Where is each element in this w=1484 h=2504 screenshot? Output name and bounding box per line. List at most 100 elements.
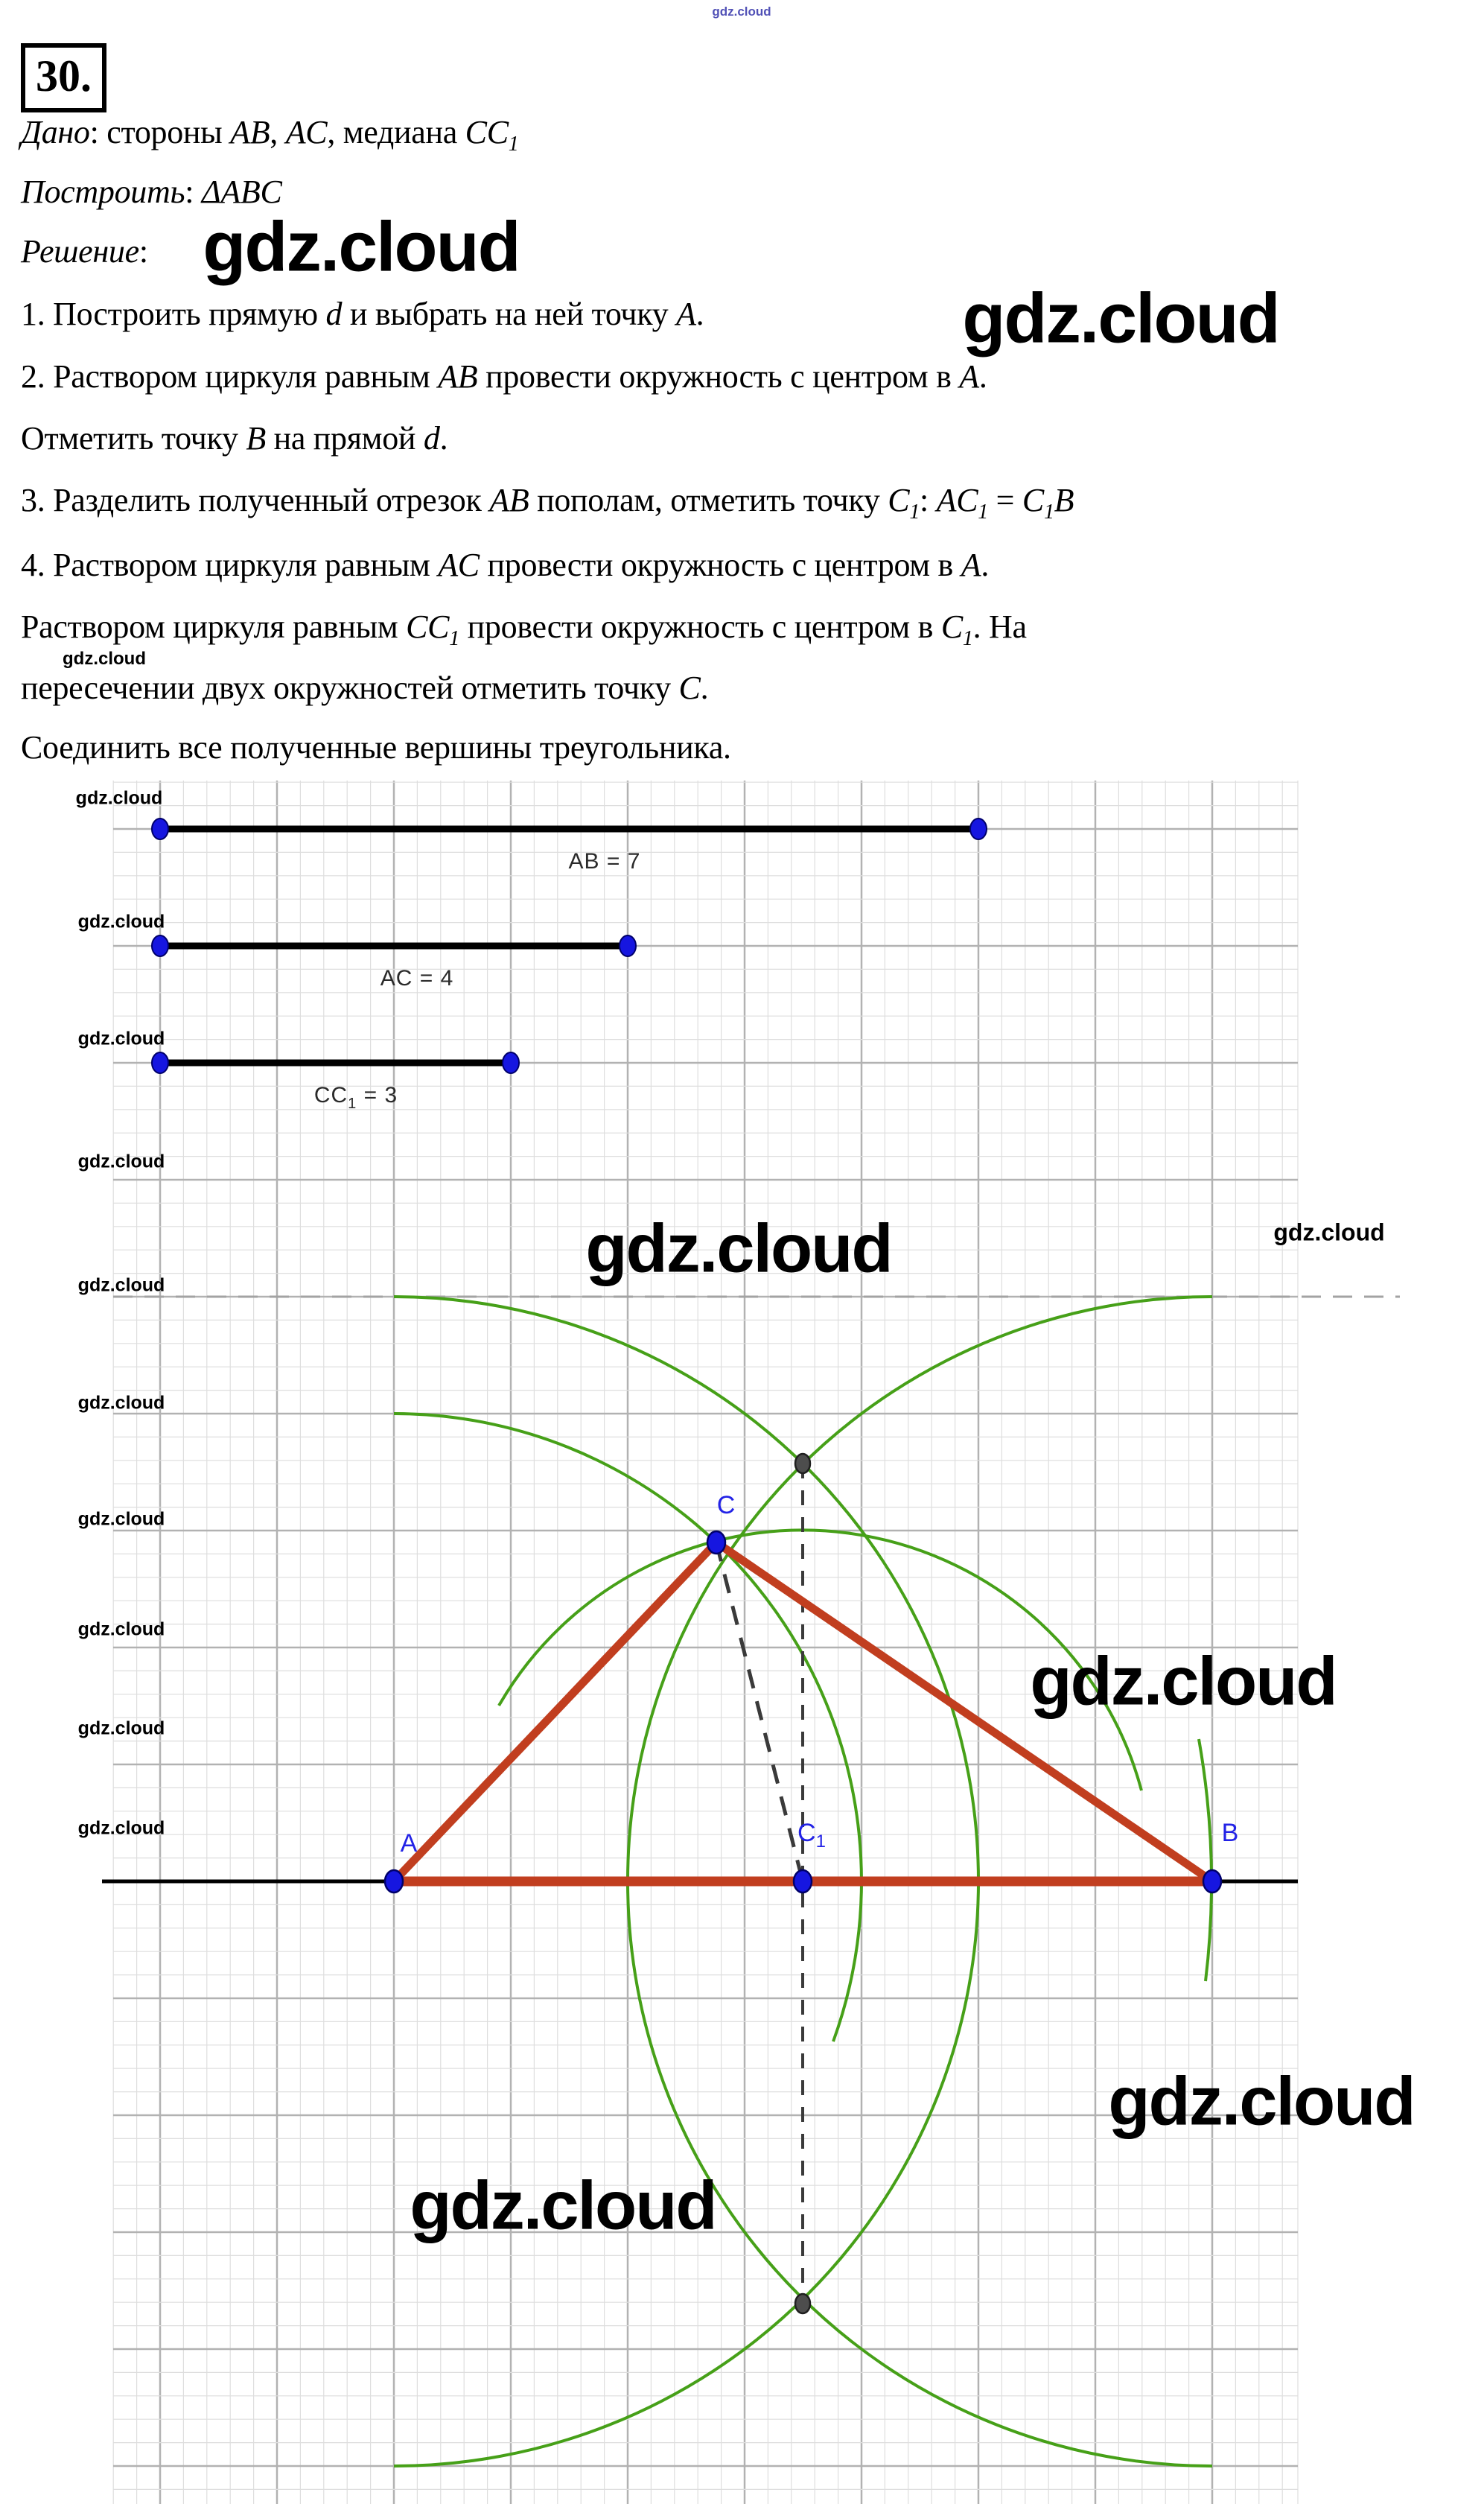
segment-endpoint-dot (502, 1052, 520, 1074)
text-segment: AB (438, 358, 478, 395)
point-label: C (717, 1491, 736, 1519)
segment-endpoint-dot (969, 818, 987, 840)
step-2: 2. Раствором циркуля равным AB провести … (21, 358, 987, 395)
solution-label-line: Решение: (21, 232, 148, 270)
text-segment: = (987, 482, 1022, 518)
text-segment: AC (285, 114, 328, 150)
text-segment: Отметить точку (21, 420, 246, 457)
text-segment: 1 (1043, 500, 1054, 524)
watermark-tiny: gdz.cloud (712, 4, 771, 19)
text-segment: AC (936, 482, 978, 518)
text-segment: 1. Построить прямую (21, 296, 326, 332)
text-segment: C (1022, 482, 1044, 518)
text-segment: A (959, 358, 979, 395)
problem-number-box: 30. (21, 43, 106, 112)
triangle-side (389, 1538, 721, 1886)
watermark-small: gdz.cloud (77, 1618, 165, 1640)
text-segment: : (138, 233, 148, 270)
text-segment: . (700, 670, 709, 706)
text-segment: d (325, 296, 343, 332)
text-segment: : стороны (89, 114, 231, 150)
text-segment: 1 (449, 626, 459, 650)
text-segment: : (920, 482, 937, 518)
watermark-small: gdz.cloud (77, 1392, 165, 1414)
watermark-small: gdz.cloud (77, 1508, 165, 1530)
step-3: 3. Разделить полученный отрезок AB попол… (21, 481, 1074, 522)
watermark-small: gdz.cloud (77, 911, 165, 932)
text-segment: ΔABC (201, 174, 282, 210)
text-segment: 3. Разделить полученный отрезок (21, 482, 490, 518)
segment-length-label: CC1 = 3 (314, 1083, 398, 1112)
watermark-small: gdz.cloud (77, 1028, 165, 1049)
text-segment: C (940, 608, 963, 645)
arc-intersection-top (794, 1452, 812, 1475)
text-segment: провести окружность с центром в (459, 608, 941, 645)
segment-length-label: AB = 7 (569, 849, 641, 874)
text-segment: B (246, 420, 266, 457)
point-label: A (401, 1829, 418, 1858)
text-segment: Решение (21, 233, 139, 270)
construction-arc (393, 1412, 863, 2042)
watermark-small: gdz.cloud (75, 787, 163, 809)
step-4c: пересечении двух окружностей отметить то… (21, 669, 709, 707)
segment-endpoint-dot (151, 935, 169, 957)
watermark-big: gdz.cloud (203, 207, 520, 287)
text-segment: . (981, 547, 990, 583)
text-segment: AB (489, 482, 529, 518)
construction-arc (497, 1528, 1143, 1791)
text-segment: A (961, 547, 981, 583)
watermark-small: gdz.cloud (77, 1717, 165, 1739)
text-segment: 4. Раствором циркуля равным (21, 547, 439, 583)
text-segment: . (439, 420, 448, 457)
point-B (1202, 1869, 1223, 1894)
construct-line: Построить: ΔABC (21, 173, 282, 211)
segment-length-label: AC = 4 (380, 966, 454, 991)
text-segment: d (423, 420, 440, 457)
point-C1 (792, 1869, 813, 1894)
text-segment: провести окружность с центром в (479, 547, 961, 583)
text-segment: : (185, 174, 202, 210)
watermark-big: gdz.cloud (962, 279, 1280, 358)
text-segment: B (1054, 482, 1074, 518)
watermark-big: gdz.cloud (410, 2167, 717, 2244)
step-4: 4. Раствором циркуля равным AC провести … (21, 546, 989, 584)
text-segment: C (888, 482, 910, 518)
segment-endpoint-dot (151, 1052, 169, 1074)
problem-number: 30. (36, 51, 92, 101)
watermark-small: gdz.cloud (1273, 1218, 1385, 1246)
point-label: C1 (797, 1819, 826, 1852)
triangle-side (712, 1538, 1217, 1886)
arc-intersection-bottom (794, 2292, 812, 2315)
text-segment: на прямой (265, 420, 424, 457)
step-4b: Раствором циркуля равным CC1 провести ок… (21, 608, 1027, 649)
text-segment: AB (230, 114, 270, 150)
text-segment: AC (438, 547, 480, 583)
text-segment: Дано (21, 114, 90, 150)
point-label: B (1222, 1819, 1239, 1847)
step-2b: Отметить точку B на прямой d. (21, 419, 448, 457)
dashed-construction-line (714, 1542, 805, 1882)
watermark-small: gdz.cloud (63, 649, 146, 669)
text-segment: A (676, 296, 696, 332)
step-1: 1. Построить прямую d и выбрать на ней т… (21, 295, 704, 333)
text-segment: 1 (962, 626, 973, 650)
text-segment: CC (465, 114, 509, 150)
text-segment: Построить (21, 174, 185, 210)
text-segment: пополам, отметить точку (529, 482, 888, 518)
construction-arc (1197, 1738, 1214, 1982)
segment-endpoint-dot (151, 818, 169, 840)
text-segment: , медиана (327, 114, 465, 150)
text-segment: CC (406, 608, 450, 645)
given-line: Дано: стороны AB, AC, медиана CC1 (21, 113, 519, 154)
watermark-small: gdz.cloud (77, 1151, 165, 1172)
text-segment: 1 (909, 500, 920, 524)
text-segment: , (270, 114, 286, 150)
watermark-big: gdz.cloud (585, 1210, 893, 1287)
text-segment: провести окружность с центром в (477, 358, 960, 395)
text-segment: 2. Раствором циркуля равным (21, 358, 439, 395)
watermark-big: gdz.cloud (1108, 2063, 1415, 2140)
text-segment: пересечении двух окружностей отметить то… (21, 670, 679, 706)
step-5: Соединить все полученные вершины треугол… (21, 728, 731, 766)
